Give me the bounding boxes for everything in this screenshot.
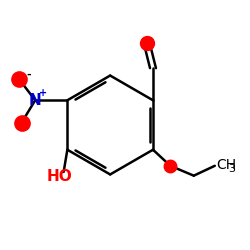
Text: 3: 3 [228,164,235,174]
Text: -: - [26,70,31,80]
Text: HO: HO [47,170,73,184]
Text: CH: CH [216,158,236,172]
Text: +: + [39,88,47,98]
Text: N: N [29,93,42,108]
